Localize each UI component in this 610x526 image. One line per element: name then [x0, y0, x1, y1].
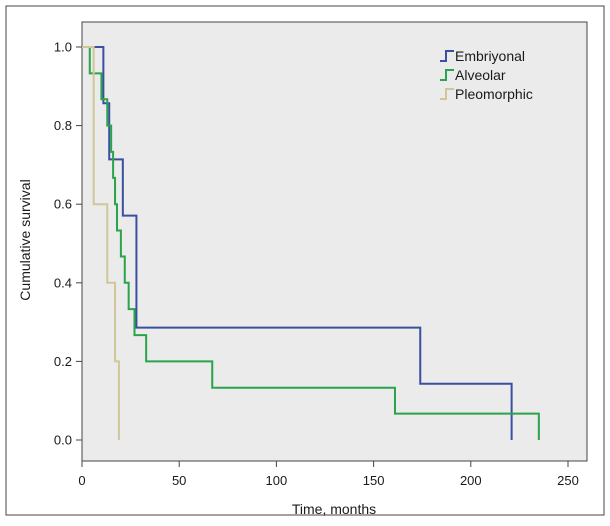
y-axis-title: Cumulative survival: [17, 179, 33, 300]
y-axis: 0.0 0.2 0.4 0.6 0.8 1.0: [54, 40, 82, 448]
x-tick-label: 200: [460, 473, 482, 488]
x-tick-label: 250: [557, 473, 579, 488]
y-tick-label: 0.6: [54, 197, 72, 212]
legend-label-embriyonal: Embriyonal: [455, 48, 525, 64]
legend-swatch-embriyonal: [440, 50, 454, 62]
x-tick-label: 0: [78, 473, 85, 488]
series-line-alveolar: [82, 46, 540, 440]
series-line-pleomorphic: [82, 46, 120, 440]
legend-label-alveolar: Alveolar: [455, 67, 506, 83]
y-tick-label: 0.8: [54, 118, 72, 133]
x-tick-label: 150: [363, 473, 385, 488]
x-axis: 0 50 100 150 200 250: [78, 461, 579, 488]
y-tick-label: 0.4: [54, 275, 72, 290]
x-tick-label: 100: [266, 473, 288, 488]
legend-swatch-pleomorphic: [440, 88, 454, 100]
series-layer: [82, 46, 540, 440]
legend-swatch-alveolar: [440, 69, 454, 81]
x-tick-label: 50: [172, 473, 186, 488]
legend-label-pleomorphic: Pleomorphic: [455, 86, 533, 102]
y-tick-label: 0.2: [54, 354, 72, 369]
series-line-embriyonal: [82, 46, 513, 440]
legend: Embriyonal Alveolar Pleomorphic: [440, 48, 533, 102]
y-tick-label: 1.0: [54, 40, 72, 55]
x-axis-title: Time, months: [292, 501, 376, 517]
y-tick-label: 0.0: [54, 433, 72, 448]
